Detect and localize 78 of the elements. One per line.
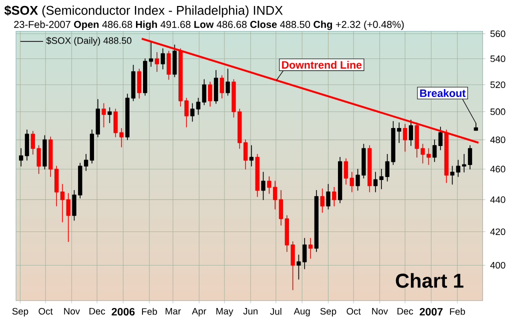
candlestick (249, 145, 254, 167)
candlestick (438, 126, 443, 150)
annotation: Chart 1 (396, 273, 464, 288)
candlestick (84, 154, 88, 172)
y-tick-label: 400 (490, 262, 506, 269)
x-tick-label: Nov (372, 308, 388, 314)
y-tick-label: 520 (490, 81, 506, 88)
x-tick-label: Dec (398, 308, 414, 314)
y-tick-label: 440 (490, 196, 506, 203)
x-tick-label: Nov (64, 308, 80, 314)
x-tick-label: Feb (450, 308, 465, 315)
candlestick (332, 186, 336, 206)
candlestick (220, 75, 224, 98)
candlestick (314, 190, 319, 252)
candlestick (344, 158, 348, 185)
y-tick-label: 460 (490, 166, 506, 172)
candlestick (113, 108, 118, 138)
candlestick (214, 70, 218, 104)
candlestick (42, 135, 47, 170)
y-tick-label: 480 (490, 136, 506, 144)
x-tick-label: Oct (38, 308, 53, 315)
candlestick (278, 190, 284, 226)
candlestick (373, 172, 378, 192)
x-tick-label: Mar (166, 308, 181, 314)
candlestick (368, 145, 372, 192)
candlestick (338, 156, 342, 204)
candlestick (184, 98, 189, 128)
text: 23-Feb-2007 Open 486.68 High 491.68 Low 486.68 Close 488.50 Chg +2.32 (+0.48%) (14, 20, 404, 30)
x-tick-label: 2007 (420, 308, 443, 316)
x-tick-label: Jul (270, 308, 282, 315)
candlestick (102, 103, 106, 128)
candlestick (108, 107, 112, 124)
candlestick (148, 42, 154, 67)
x-tick-label: Jun (243, 308, 258, 314)
candlestick (350, 172, 354, 192)
x-tick-label: Oct (346, 308, 361, 315)
y-tick-label: 420 (490, 228, 506, 236)
x-tick-label: Apr (192, 308, 206, 316)
candlestick (402, 124, 408, 152)
candlestick (243, 139, 248, 170)
candlestick (137, 68, 142, 98)
y-tick-label: 500 (490, 108, 506, 116)
candlestick (468, 145, 472, 170)
candlestick (119, 128, 124, 148)
candlestick (308, 238, 313, 259)
candlestick (24, 129, 30, 161)
candlestick (90, 129, 94, 164)
candlestick (320, 188, 324, 213)
chart-title: $SOX (Semiconductor Index - Philadelphia) INDX (4, 5, 283, 18)
series-label: Downtrend Line (282, 60, 362, 69)
x-tick-label: Feb (142, 308, 157, 315)
candlestick (96, 99, 100, 138)
x-tick-label: May (216, 308, 234, 316)
candlestick (226, 68, 230, 96)
candlestick (143, 58, 148, 96)
x-tick-label: Dec (89, 308, 106, 314)
candlestick (172, 44, 177, 78)
x-tick-label: Sep (12, 308, 28, 316)
candlestick (208, 82, 212, 107)
x-tick-label: Aug (294, 308, 310, 316)
candlestick (326, 184, 330, 210)
candlestick (178, 48, 183, 107)
candlestick (48, 136, 53, 178)
y-tick-label: 560 (490, 30, 506, 38)
y-tick-label: 540 (490, 55, 506, 62)
x-tick-label: Sep (320, 308, 336, 316)
candlestick (408, 120, 414, 146)
x-tick-label: 2006 (112, 308, 135, 316)
candlestick (432, 139, 437, 162)
candlestick (166, 50, 171, 80)
candlestick (261, 172, 266, 200)
candlestick (18, 148, 24, 167)
legend-label: $SOX (Daily) 488.50 (46, 36, 132, 46)
annotation: Breakout (420, 89, 466, 98)
candlestick (54, 166, 59, 206)
candlestick (255, 154, 260, 197)
candlestick (379, 168, 384, 190)
candlestick (154, 52, 160, 72)
